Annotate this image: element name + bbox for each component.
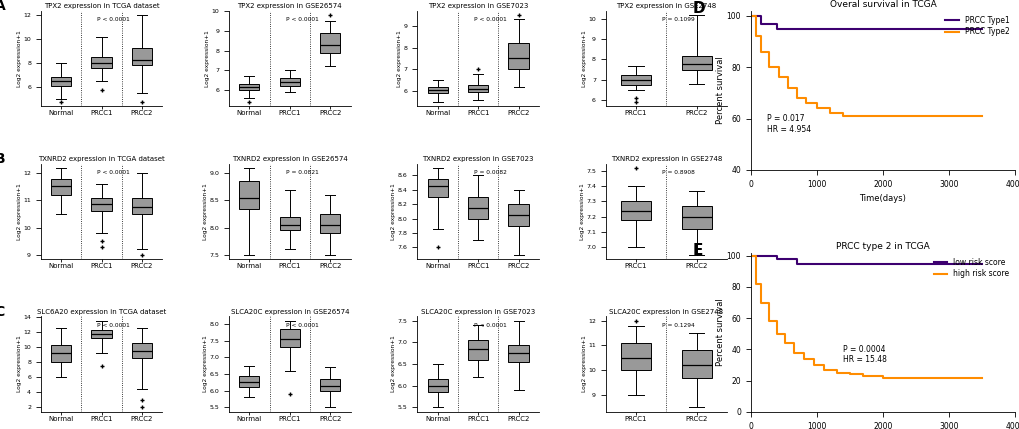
Title: SLCA20C expression in GSE7023: SLCA20C expression in GSE7023 — [421, 308, 535, 314]
Title: TXNRD2 expression in TCGA dataset: TXNRD2 expression in TCGA dataset — [38, 156, 165, 162]
Y-axis label: Log2 expression+1: Log2 expression+1 — [581, 336, 586, 393]
PathPatch shape — [279, 78, 300, 86]
Text: B: B — [0, 152, 5, 166]
Text: P < 0.0001: P < 0.0001 — [285, 18, 318, 22]
Title: TPX2 expression in GSE26574: TPX2 expression in GSE26574 — [237, 3, 341, 9]
Text: P < 0.0001: P < 0.0001 — [97, 170, 130, 175]
Text: A: A — [0, 0, 5, 13]
PathPatch shape — [427, 179, 447, 197]
Y-axis label: Percent survival: Percent survival — [715, 57, 725, 124]
Y-axis label: Log2 expression+1: Log2 expression+1 — [391, 336, 396, 393]
PathPatch shape — [681, 350, 711, 378]
PathPatch shape — [131, 48, 152, 64]
Text: P < 0.0001: P < 0.0001 — [285, 323, 318, 328]
PathPatch shape — [131, 343, 152, 358]
Title: TPX2 expression in GSE2748: TPX2 expression in GSE2748 — [615, 3, 715, 9]
PathPatch shape — [320, 214, 340, 233]
Text: P = 0.0821: P = 0.0821 — [285, 170, 318, 175]
Text: P < 0.0001: P < 0.0001 — [474, 18, 506, 22]
Title: TXNRD2 expression in GSE26574: TXNRD2 expression in GSE26574 — [231, 156, 347, 162]
Y-axis label: Log2 expression+1: Log2 expression+1 — [16, 336, 21, 393]
PathPatch shape — [239, 84, 259, 90]
Title: TXNRD2 expression in GSE7023: TXNRD2 expression in GSE7023 — [422, 156, 533, 162]
Title: SLCA20C expression in GSE26574: SLCA20C expression in GSE26574 — [230, 308, 348, 314]
PathPatch shape — [92, 198, 111, 211]
PathPatch shape — [279, 217, 300, 230]
Text: P = 0.8908: P = 0.8908 — [661, 170, 694, 175]
Text: D: D — [692, 1, 705, 16]
PathPatch shape — [427, 379, 447, 392]
PathPatch shape — [51, 179, 71, 195]
Title: Overal survival in TCGA: Overal survival in TCGA — [828, 0, 935, 9]
PathPatch shape — [279, 329, 300, 347]
Y-axis label: Log2 expression+1: Log2 expression+1 — [581, 30, 586, 87]
PathPatch shape — [427, 87, 447, 93]
PathPatch shape — [681, 206, 711, 229]
Y-axis label: Percent survival: Percent survival — [715, 299, 725, 366]
PathPatch shape — [51, 345, 71, 362]
Title: SLC6A20 expression in TCGA dataset: SLC6A20 expression in TCGA dataset — [37, 308, 166, 314]
Text: C: C — [0, 305, 5, 319]
PathPatch shape — [508, 43, 528, 69]
PathPatch shape — [239, 181, 259, 208]
Text: P < 0.0001: P < 0.0001 — [97, 18, 130, 22]
Title: TPX2 expression in GSE7023: TPX2 expression in GSE7023 — [428, 3, 528, 9]
Legend: PRCC Type1, PRCC Type2: PRCC Type1, PRCC Type2 — [943, 15, 1010, 38]
PathPatch shape — [92, 330, 111, 338]
Legend: low risk score, high risk score: low risk score, high risk score — [931, 257, 1010, 280]
Text: P = 0.1099: P = 0.1099 — [661, 18, 694, 22]
Y-axis label: Log2 expression+1: Log2 expression+1 — [205, 30, 210, 87]
Title: TXNRD2 expression in GSE2748: TXNRD2 expression in GSE2748 — [610, 156, 721, 162]
Y-axis label: Log2 expression+1: Log2 expression+1 — [16, 183, 21, 240]
Y-axis label: Log2 expression+1: Log2 expression+1 — [203, 183, 208, 240]
PathPatch shape — [508, 204, 528, 226]
PathPatch shape — [468, 85, 488, 92]
PathPatch shape — [508, 344, 528, 362]
PathPatch shape — [681, 57, 711, 69]
PathPatch shape — [621, 343, 650, 370]
PathPatch shape — [468, 340, 488, 360]
Text: P = 0.017
HR = 4.954: P = 0.017 HR = 4.954 — [766, 114, 810, 133]
Text: P < 0.0001: P < 0.0001 — [474, 323, 506, 328]
X-axis label: Time(days): Time(days) — [859, 194, 906, 203]
PathPatch shape — [621, 201, 650, 220]
PathPatch shape — [51, 76, 71, 86]
Y-axis label: Log2 expression+1: Log2 expression+1 — [203, 336, 208, 393]
PathPatch shape — [239, 376, 259, 387]
Y-axis label: Log2 expression+1: Log2 expression+1 — [579, 183, 584, 240]
Title: TPX2 expression in TCGA dataset: TPX2 expression in TCGA dataset — [44, 3, 159, 9]
Title: PRCC type 2 in TCGA: PRCC type 2 in TCGA — [836, 242, 929, 251]
PathPatch shape — [92, 57, 111, 68]
Y-axis label: Log2 expression+1: Log2 expression+1 — [391, 183, 396, 240]
Text: P = 0.1294: P = 0.1294 — [661, 323, 694, 328]
Text: P = 0.0004
HR = 15.48: P = 0.0004 HR = 15.48 — [843, 345, 887, 364]
Title: SLCA20C expression in GSE2748: SLCA20C expression in GSE2748 — [608, 308, 722, 314]
PathPatch shape — [131, 198, 152, 214]
Text: E: E — [692, 243, 702, 258]
Y-axis label: Log2 expression+1: Log2 expression+1 — [396, 30, 401, 87]
PathPatch shape — [320, 33, 340, 53]
PathPatch shape — [621, 75, 650, 85]
Y-axis label: Log2 expression+1: Log2 expression+1 — [16, 30, 21, 87]
PathPatch shape — [468, 197, 488, 218]
Text: P < 0.0001: P < 0.0001 — [97, 323, 130, 328]
Text: P = 0.0082: P = 0.0082 — [474, 170, 506, 175]
PathPatch shape — [320, 379, 340, 391]
